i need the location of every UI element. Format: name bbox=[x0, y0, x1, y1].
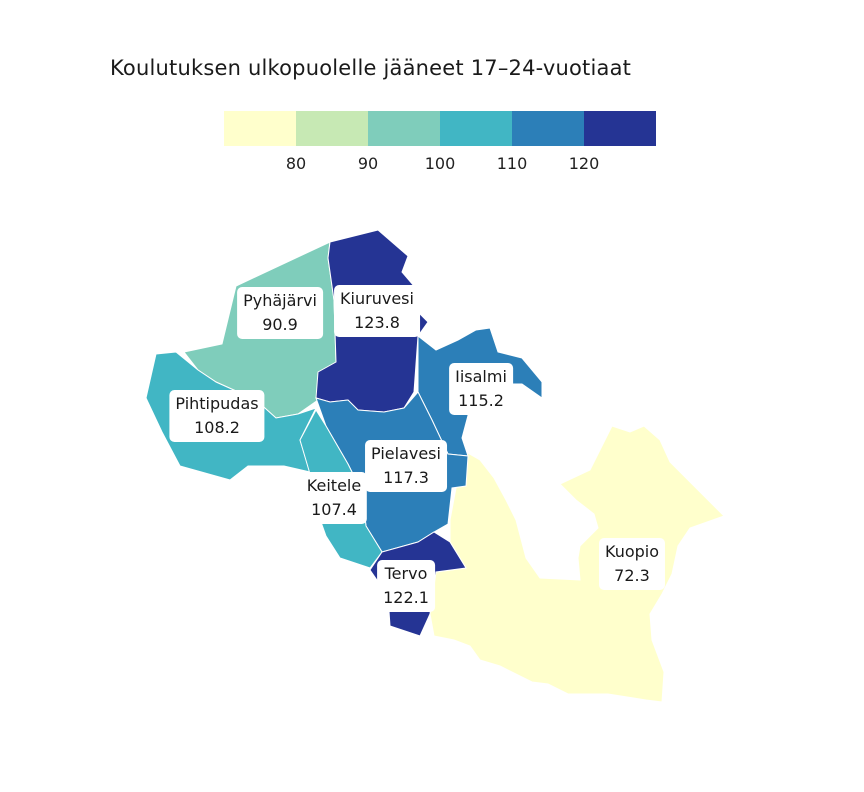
legend-swatch-2 bbox=[296, 111, 368, 146]
region-name: Pihtipudas bbox=[175, 394, 259, 413]
region-value: 123.8 bbox=[354, 313, 400, 332]
legend-swatch-1 bbox=[224, 111, 296, 146]
legend-tick: 90 bbox=[357, 154, 379, 173]
region-value: 107.4 bbox=[311, 500, 357, 519]
region-value: 117.3 bbox=[383, 468, 429, 487]
legend-tick: 80 bbox=[285, 154, 307, 173]
region-name: Pyhäjärvi bbox=[243, 291, 317, 310]
label-pyhajarvi: Pyhäjärvi 90.9 bbox=[237, 287, 323, 339]
region-value: 115.2 bbox=[458, 391, 504, 410]
region-name: Kuopio bbox=[604, 542, 660, 561]
label-pielavesi: Pielavesi 117.3 bbox=[365, 440, 447, 492]
label-kuopio: Kuopio 72.3 bbox=[598, 538, 666, 590]
label-pihtipudas: Pihtipudas 108.2 bbox=[169, 390, 265, 442]
region-name: Kiuruvesi bbox=[340, 289, 414, 308]
region-value: 90.9 bbox=[262, 315, 298, 334]
legend-swatch-3 bbox=[368, 111, 440, 146]
region-kuopio[interactable] bbox=[429, 425, 725, 703]
legend-tick: 100 bbox=[424, 154, 456, 173]
region-value: 122.1 bbox=[383, 588, 429, 607]
region-name: Keitele bbox=[306, 476, 362, 495]
region-name: Pielavesi bbox=[371, 444, 441, 463]
label-iisalmi: Iisalmi 115.2 bbox=[449, 363, 513, 415]
map-title: Koulutuksen ulkopuolelle jääneet 17–24-v… bbox=[110, 56, 632, 80]
legend-swatch-6 bbox=[584, 111, 656, 146]
legend-tick: 110 bbox=[496, 154, 528, 173]
color-legend bbox=[224, 111, 656, 146]
region-name: Tervo bbox=[384, 564, 428, 583]
legend-tick: 120 bbox=[568, 154, 600, 173]
legend-swatch-4 bbox=[440, 111, 512, 146]
label-tervo: Tervo 122.1 bbox=[377, 560, 435, 612]
region-name: Iisalmi bbox=[455, 367, 507, 386]
region-value: 108.2 bbox=[194, 418, 240, 437]
label-kiuruvesi: Kiuruvesi 123.8 bbox=[334, 285, 420, 337]
legend-swatch-5 bbox=[512, 111, 584, 146]
label-keitele: Keitele 107.4 bbox=[300, 472, 368, 524]
region-value: 72.3 bbox=[614, 566, 650, 585]
